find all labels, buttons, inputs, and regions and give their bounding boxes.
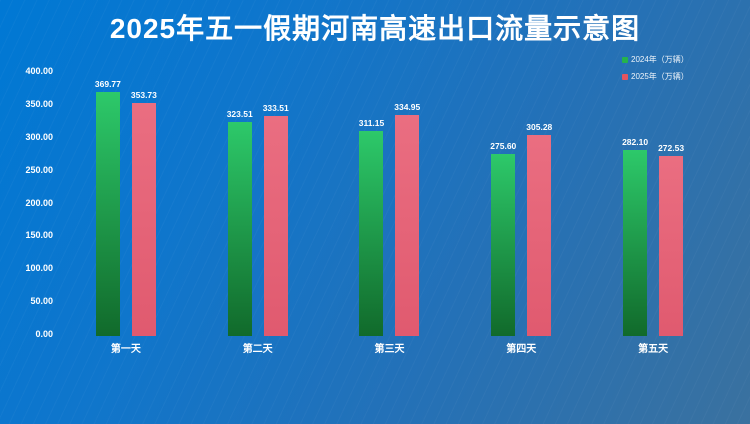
bar-column: 305.28 [526,122,552,336]
bar-column: 311.15 [358,118,385,336]
bar-2024 [95,92,120,336]
bar-value-label: 353.73 [130,90,157,100]
bar-2025 [527,135,552,336]
bar-column: 323.51 [227,109,253,336]
legend-item-2025: 2025年（万辆） [622,72,689,82]
bar-2025 [263,116,288,336]
bar-2024 [491,154,516,336]
bar-value-label: 275.60 [490,141,517,151]
bar-value-label: 334.95 [394,102,421,112]
bars-row: 323.51 333.51 [227,103,289,336]
y-axis-tick: 150.00 [25,230,53,241]
y-axis-tick: 400.00 [25,66,53,76]
bar-column: 334.95 [394,102,420,336]
bar-value-label: 333.51 [262,103,289,113]
chart-legend: 2024年（万辆） 2025年（万辆） [622,55,689,82]
bar-2025 [395,115,420,336]
x-axis-label: 第二天 [242,344,273,355]
x-axis-label: 第四天 [506,344,537,355]
bar-value-label: 305.28 [526,122,553,132]
bar-group: 275.60 305.28 第四天 [455,72,587,355]
bars-row: 275.60 305.28 [490,122,552,336]
bar-group: 369.77 353.73 第一天 [60,72,192,355]
bar-2024 [359,131,384,336]
bar-column: 353.73 [131,90,157,336]
y-axis-tick: 250.00 [25,164,53,175]
y-axis-tick: 350.00 [25,98,53,109]
bar-2024 [623,150,648,336]
bar-value-label: 272.53 [658,143,685,153]
bar-group: 311.15 334.95 第三天 [324,72,456,355]
legend-swatch-icon [622,57,628,63]
y-axis-tick: 300.00 [25,131,53,142]
bar-column: 333.51 [263,103,289,336]
x-axis-label: 第三天 [374,344,405,355]
y-axis-tick: 50.00 [30,296,53,307]
y-axis: 400.00 350.00 300.00 250.00 200.00 150.00 100.… [0,66,53,339]
bar-column: 369.77 [95,79,121,336]
legend-label: 2025年（万辆） [631,72,689,81]
bar-value-label: 323.51 [226,109,253,119]
bar-value-label: 369.77 [94,79,121,89]
y-axis-tick: 0.00 [35,329,53,339]
bar-value-label: 311.15 [358,118,385,128]
legend-item-2024: 2024年（万辆） [622,55,689,65]
bar-2025 [131,103,156,336]
bars-row: 311.15 334.95 [358,102,420,336]
legend-label: 2024年（万辆） [631,55,689,64]
bar-column: 275.60 [490,141,516,336]
chart-title: 2025年五一假期河南高速出口流量示意图 [109,13,641,44]
bar-group: 282.10 272.53 第五天 [587,72,719,355]
bar-value-label: 282.10 [622,137,649,147]
bar-column: 282.10 [622,137,648,336]
y-axis-tick: 100.00 [25,263,53,274]
legend-swatch-icon [622,74,628,80]
plot-area: 369.77 353.73 第一天 323.51 333.51 第二天 311.15 334.… [60,72,719,355]
bars-row: 282.10 272.53 [622,137,684,336]
bar-2024 [227,122,252,336]
bar-column: 272.53 [658,143,684,336]
bars-row: 369.77 353.73 [95,79,157,336]
bar-group: 323.51 333.51 第二天 [192,72,324,355]
bar-2025 [659,156,684,336]
y-axis-tick: 200.00 [25,197,53,208]
x-axis-label: 第五天 [638,344,669,355]
x-axis-label: 第一天 [110,344,141,355]
